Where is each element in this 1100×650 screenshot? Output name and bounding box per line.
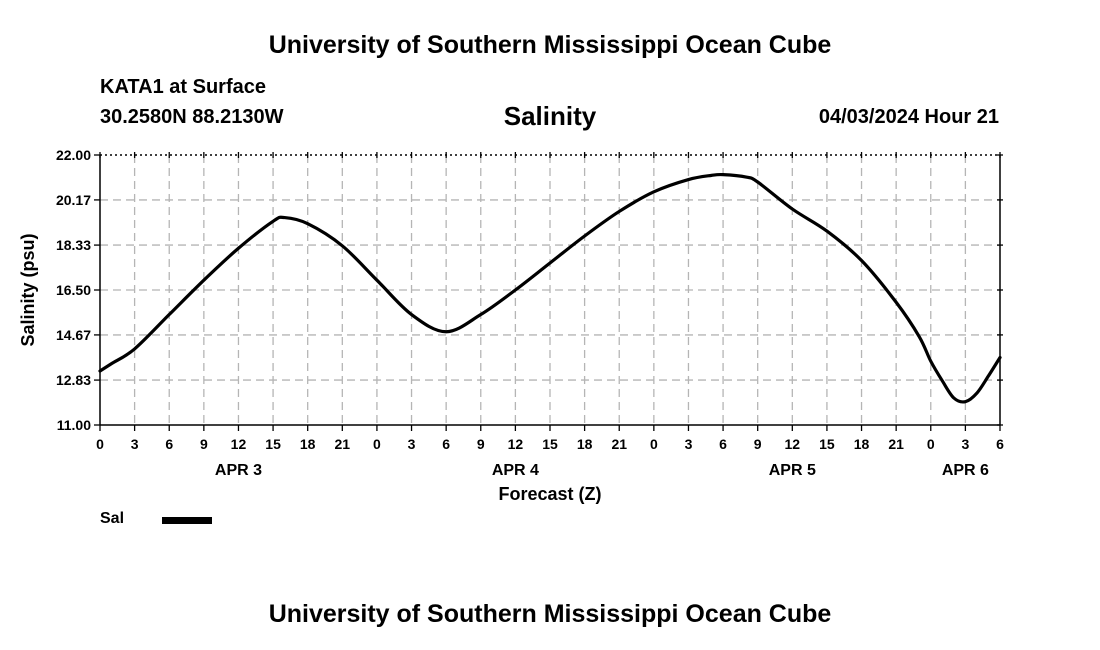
x-tick-label: 6 — [996, 436, 1004, 452]
y-tick-label: 20.17 — [56, 192, 91, 208]
x-tick-label: 18 — [300, 436, 316, 452]
y-axis-title: Salinity (psu) — [18, 233, 38, 346]
series-line-sal — [98, 172, 1002, 404]
datetime-label: 04/03/2024 Hour 21 — [818, 106, 999, 128]
x-tick-label: 12 — [785, 436, 801, 452]
x-tick-label: 6 — [442, 436, 450, 452]
y-tick-label: 14.67 — [56, 327, 91, 343]
x-tick-label: 15 — [542, 436, 558, 452]
x-tick-label: 15 — [819, 436, 835, 452]
x-tick-label: 21 — [888, 436, 904, 452]
x-tick-label: 9 — [477, 436, 485, 452]
x-tick-label: 12 — [508, 436, 524, 452]
x-tick-label: 0 — [96, 436, 104, 452]
y-tick-label: 16.50 — [56, 282, 91, 298]
x-tick-label: 18 — [854, 436, 870, 452]
x-axis-title: Forecast (Z) — [498, 484, 601, 504]
y-tick-label: 12.83 — [56, 372, 91, 388]
x-tick-label: 18 — [577, 436, 593, 452]
station-label: KATA1 at Surface — [100, 76, 266, 98]
x-tick-label: 9 — [754, 436, 762, 452]
x-tick-label: 3 — [961, 436, 969, 452]
legend-label: Sal — [100, 510, 125, 527]
date-label: APR 3 — [215, 462, 262, 479]
page-title: University of Southern Mississippi Ocean… — [268, 31, 832, 59]
x-tick-label: 12 — [231, 436, 247, 452]
date-label: APR 5 — [769, 462, 816, 479]
x-tick-label: 6 — [719, 436, 727, 452]
date-label: APR 6 — [942, 462, 989, 479]
chart-title: Salinity — [503, 101, 597, 131]
legend-swatch — [162, 517, 212, 524]
x-tick-label: 0 — [650, 436, 658, 452]
x-tick-label: 15 — [265, 436, 281, 452]
x-tick-label: 21 — [335, 436, 351, 452]
coordinates-label: 30.2580N 88.2130W — [100, 106, 284, 128]
x-tick-label: 9 — [200, 436, 208, 452]
footer-title: University of Southern Mississippi Ocean… — [268, 600, 832, 628]
x-tick-label: 6 — [165, 436, 173, 452]
x-tick-label: 3 — [408, 436, 416, 452]
y-tick-label: 18.33 — [56, 237, 91, 253]
y-tick-label: 22.00 — [56, 147, 91, 163]
date-label: APR 4 — [492, 462, 539, 479]
x-tick-label: 21 — [611, 436, 627, 452]
x-tick-label: 0 — [927, 436, 935, 452]
y-tick-label: 11.00 — [57, 417, 91, 433]
x-tick-label: 0 — [373, 436, 381, 452]
x-tick-label: 3 — [131, 436, 139, 452]
x-tick-label: 3 — [685, 436, 693, 452]
